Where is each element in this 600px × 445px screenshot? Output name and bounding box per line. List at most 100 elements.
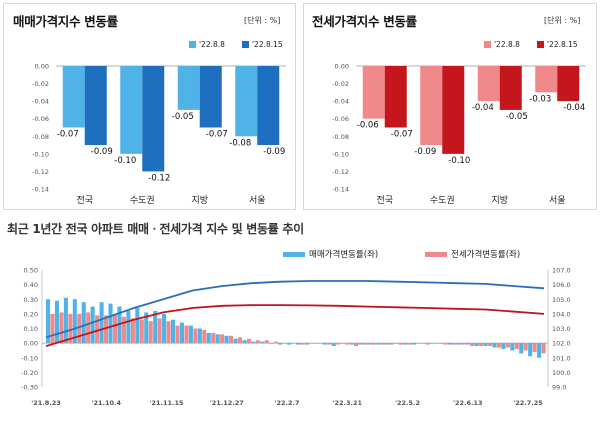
trend-sale-bar — [54, 300, 59, 344]
trend-jeonse-bar — [255, 340, 260, 344]
jeonse-data-label: -0.10 — [448, 156, 470, 166]
jeonse-data-label: -0.07 — [391, 130, 413, 140]
trend-jeonse-bar — [220, 334, 225, 344]
trend-sale-bar — [429, 343, 434, 344]
jeonse-data-label: -0.04 — [563, 103, 585, 113]
trend-sale-bar — [179, 322, 184, 344]
trend-sale-bar — [215, 334, 220, 344]
jeonse-data-label: -0.05 — [506, 112, 528, 122]
trend-sale-bar — [340, 343, 345, 344]
trend-jeonse-bar — [86, 312, 91, 344]
trend-legend-jeonse: 전세가격변동률(좌) — [425, 248, 520, 260]
trend-sale-bar — [367, 343, 372, 345]
trend-legend-sale-swatch — [283, 251, 305, 257]
sale-data-label: -0.09 — [91, 147, 113, 157]
sale-bar-curr — [199, 66, 222, 128]
trend-jeonse-bar — [291, 343, 296, 344]
trend-right-tick: 99.0 — [552, 384, 566, 392]
trend-jeonse-bar — [50, 313, 55, 344]
trend-right-tick: 102.0 — [552, 340, 571, 348]
jeonse-ytick: -0.06 — [332, 115, 349, 123]
trend-jeonse-bar — [425, 343, 430, 345]
jeonse-legend-prev-swatch — [484, 41, 491, 48]
trend-sale-bar — [81, 302, 86, 344]
trend-left-tick: 0.50 — [24, 267, 38, 275]
sale-ytick: 0.00 — [35, 63, 49, 71]
sale-bar-prev — [62, 66, 85, 128]
trend-jeonse-bar — [300, 343, 305, 345]
trend-left-tick: -0.30 — [21, 384, 38, 392]
sale-data-label: -0.10 — [114, 156, 136, 166]
trend-right-tick: 107.0 — [552, 267, 571, 275]
sale-data-label: -0.05 — [172, 112, 194, 122]
trend-sale-bar — [162, 313, 167, 344]
trend-x-tick: '22.3.21 — [332, 399, 362, 407]
jeonse-bar-chart: 0.00 -0.02 -0.04 -0.06 -0.08 -0.10 -0.12 -0.14 -… — [332, 63, 586, 206]
trend-legend-sale: 매매가격변동률(좌) — [283, 248, 378, 260]
jeonse-legend-curr: '22.8.15 — [537, 40, 578, 49]
trend-sale-bar — [153, 310, 158, 344]
trend-sale-bar — [501, 343, 506, 349]
trend-sale-bar — [528, 343, 533, 357]
trend-sale-bar — [126, 310, 131, 344]
trend-sale-bar — [206, 332, 211, 344]
trend-jeonse-bar — [193, 328, 198, 344]
trend-sale-bar — [394, 343, 399, 344]
trend-jeonse-bar — [59, 312, 64, 344]
trend-left-tick: 0.30 — [24, 296, 38, 304]
trend-right-tick: 100.0 — [552, 369, 571, 377]
trend-jeonse-bar — [211, 332, 216, 344]
trend-jeonse-bar — [139, 319, 144, 344]
trend-x-tick: '21.11.15 — [149, 399, 184, 407]
jeonse-category-label: 수도권 — [430, 194, 455, 206]
trend-jeonse-bar — [416, 343, 421, 344]
trend-sale-bar — [331, 343, 336, 347]
trend-jeonse-bar — [318, 343, 323, 344]
jeonse-bar-curr — [499, 66, 522, 110]
jeonse-bar-prev — [535, 66, 558, 93]
trend-jeonse-bar — [273, 341, 278, 344]
sale-data-label: -0.09 — [263, 147, 285, 157]
sale-ytick: -0.06 — [32, 115, 49, 123]
trend-jeonse-bar — [523, 343, 528, 351]
trend-sale-bar — [99, 302, 104, 344]
trend-jeonse-bar — [398, 343, 403, 345]
sale-category-label: 지방 — [191, 195, 208, 206]
trend-jeonse-bar — [443, 343, 448, 345]
jeonse-ytick: -0.02 — [332, 80, 349, 88]
trend-sale-bar — [474, 343, 479, 347]
trend-left-tick: 0.20 — [24, 310, 38, 318]
jeonse-bar-curr — [384, 66, 407, 128]
trend-sale-bar — [483, 343, 488, 347]
sale-legend-prev-label: '22.8.8 — [199, 40, 225, 49]
jeonse-ytick: -0.04 — [332, 98, 349, 106]
trend-left-tick: -0.20 — [21, 369, 38, 377]
trend-sale-bar — [304, 343, 309, 345]
trend-jeonse-bar — [514, 343, 519, 349]
trend-jeonse-bar — [68, 313, 73, 344]
jeonse-ytick: -0.10 — [332, 150, 349, 158]
trend-right-tick: 103.0 — [552, 325, 571, 333]
trend-sale-bar — [197, 328, 202, 344]
trend-jeonse-bar — [229, 335, 234, 344]
trend-jeonse-bar — [389, 343, 394, 345]
jeonse-category-label: 전국 — [376, 195, 393, 206]
trend-sale-bar — [492, 343, 497, 348]
trend-jeonse-bar — [157, 318, 162, 344]
sale-bar-prev — [235, 66, 258, 137]
trend-jeonse-bar — [282, 343, 287, 344]
trend-sale-bar — [296, 343, 301, 345]
trend-jeonse-bar — [345, 343, 350, 345]
sale-category-label: 전국 — [76, 195, 93, 206]
trend-left-tick: 0.40 — [24, 281, 38, 289]
trend-jeonse-bar — [246, 338, 251, 344]
trend-jeonse-bar — [371, 343, 376, 345]
sale-category-label: 수도권 — [130, 194, 155, 206]
sale-chart-title: 매매가격지수 변동률 — [13, 14, 118, 29]
trend-right-tick: 106.0 — [552, 281, 571, 289]
trend-jeonse-bar — [309, 343, 314, 344]
trend-jeonse-bar — [112, 313, 118, 344]
jeonse-category-label: 지방 — [491, 195, 508, 206]
trend-jeonse-bar — [354, 343, 359, 347]
trend-sale-bar — [260, 341, 265, 344]
